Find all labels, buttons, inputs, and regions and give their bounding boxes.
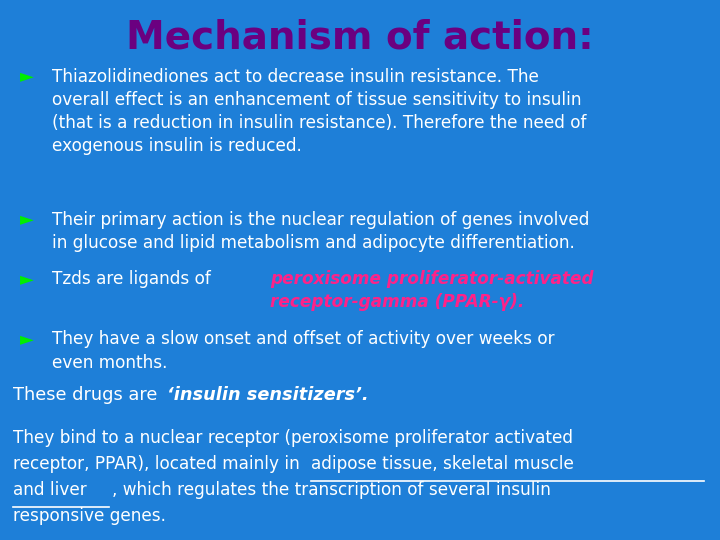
Text: responsive genes.: responsive genes.	[13, 507, 166, 524]
Text: Their primary action is the nuclear regulation of genes involved
in glucose and : Their primary action is the nuclear regu…	[52, 211, 589, 252]
Text: ‘insulin sensitizers’.: ‘insulin sensitizers’.	[167, 386, 369, 404]
Text: ►: ►	[20, 270, 34, 288]
Text: Tzds are ligands of: Tzds are ligands of	[52, 270, 216, 288]
Text: peroxisome proliferator-activated
receptor-gamma (PPAR-γ).: peroxisome proliferator-activated recept…	[270, 270, 593, 312]
Text: ►: ►	[20, 211, 34, 228]
Text: receptor, PPAR), located mainly in: receptor, PPAR), located mainly in	[13, 455, 305, 472]
Text: Mechanism of action:: Mechanism of action:	[126, 19, 594, 57]
Text: , which regulates the transcription of several insulin: , which regulates the transcription of s…	[112, 481, 551, 498]
Text: These drugs are: These drugs are	[13, 386, 163, 404]
Text: They have a slow onset and offset of activity over weeks or
even months.: They have a slow onset and offset of act…	[52, 330, 554, 372]
Text: adipose tissue, skeletal muscle: adipose tissue, skeletal muscle	[311, 455, 574, 472]
Text: ►: ►	[20, 68, 34, 85]
Text: ►: ►	[20, 330, 34, 348]
Text: Thiazolidinediones act to decrease insulin resistance. The
overall effect is an : Thiazolidinediones act to decrease insul…	[52, 68, 586, 156]
Text: and liver: and liver	[13, 481, 86, 498]
Text: They bind to a nuclear receptor (peroxisome proliferator activated: They bind to a nuclear receptor (peroxis…	[13, 429, 573, 447]
